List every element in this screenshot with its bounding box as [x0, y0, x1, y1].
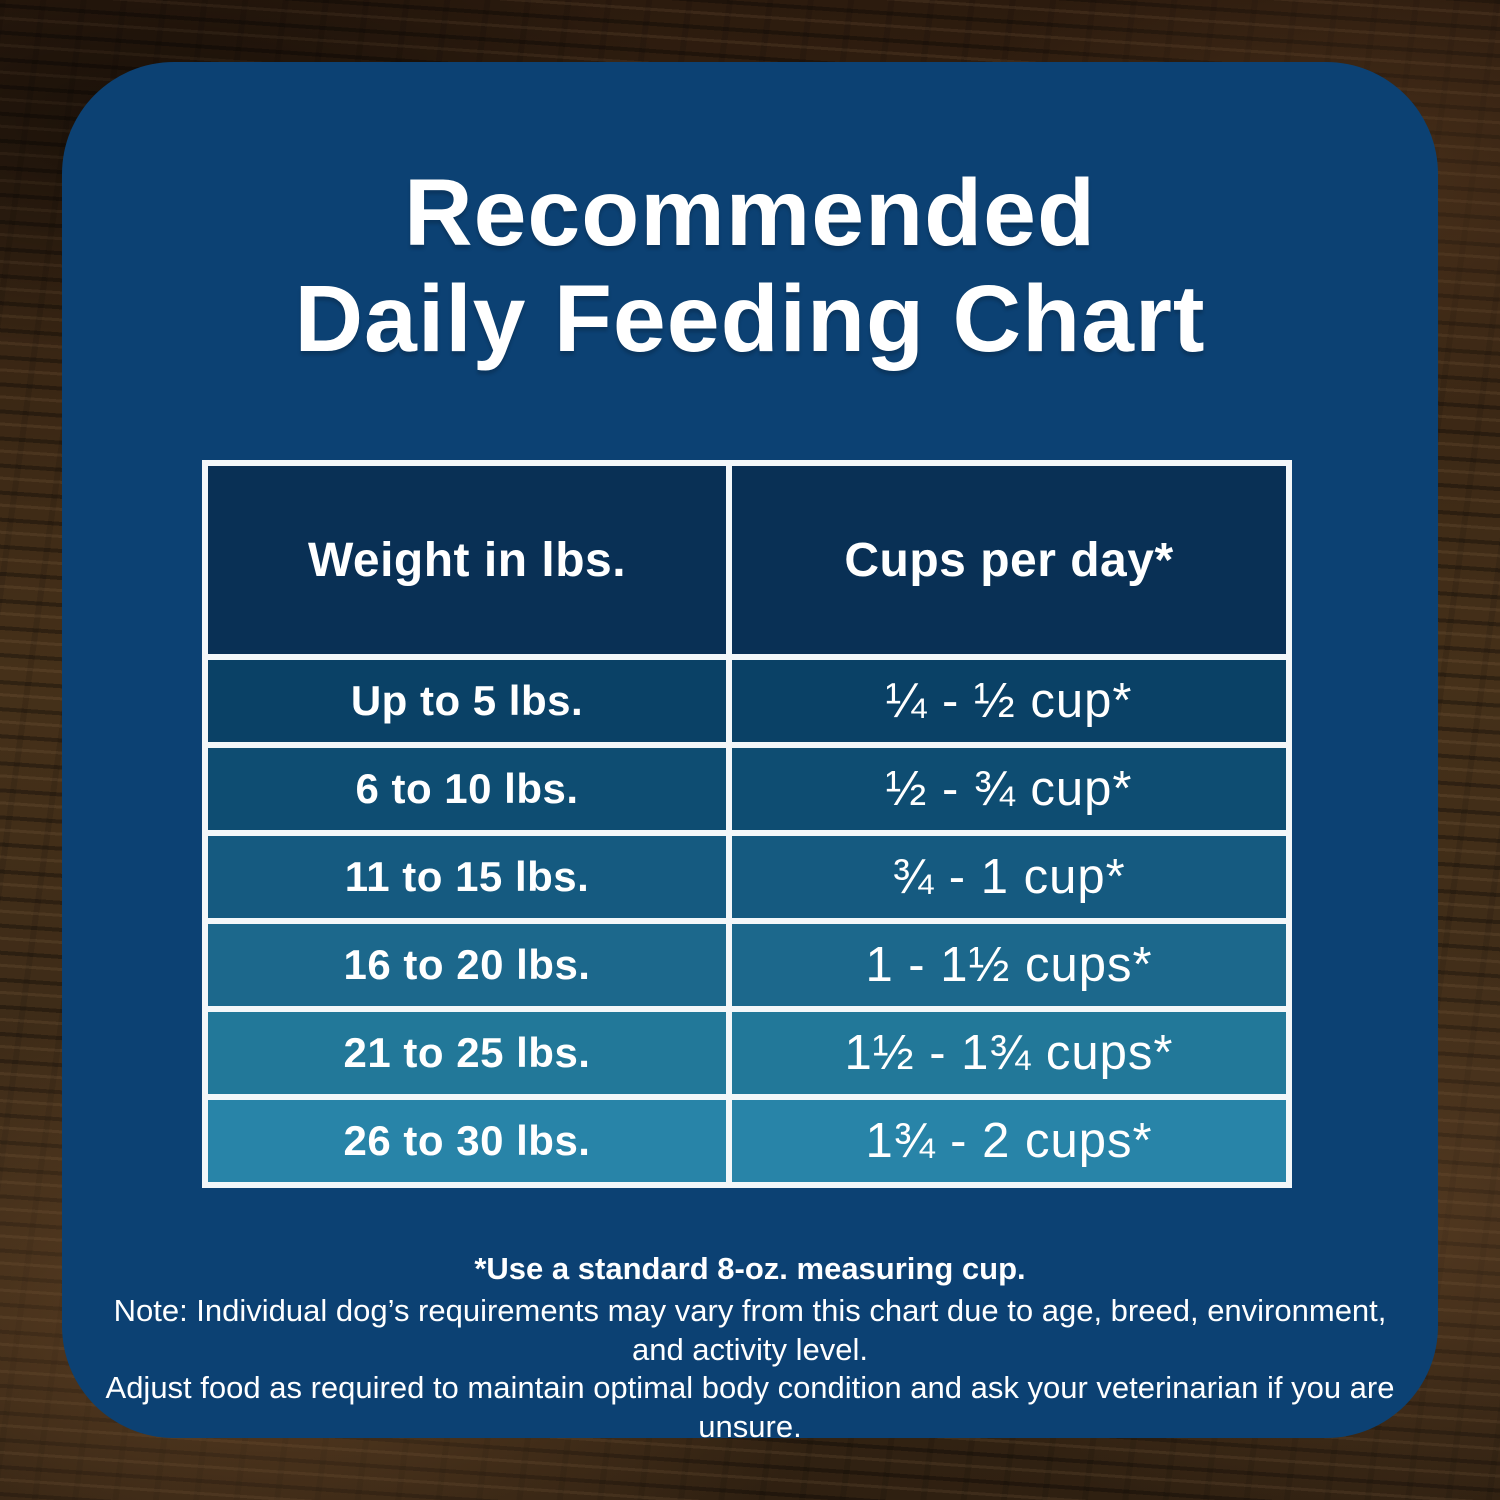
page-title: Recommended Daily Feeding Chart: [62, 160, 1438, 373]
table-row-5-weight: 21 to 25 lbs.: [208, 1012, 726, 1094]
table-row-3-cups: ¾ - 1 cup*: [732, 836, 1286, 918]
table-row-2-weight: 6 to 10 lbs.: [208, 748, 726, 830]
footnote-note-line2: Adjust food as required to maintain opti…: [105, 1370, 1395, 1444]
feeding-table: Weight in lbs. Cups per day* Up to 5 lbs…: [202, 460, 1292, 1188]
table-row-4-weight: 16 to 20 lbs.: [208, 924, 726, 1006]
table-row-3-weight: 11 to 15 lbs.: [208, 836, 726, 918]
table-row-1-cups: ¼ - ½ cup*: [732, 660, 1286, 742]
column-header-weight: Weight in lbs.: [208, 466, 726, 654]
footnotes: *Use a standard 8-oz. measuring cup. Not…: [102, 1250, 1398, 1446]
table-row-6-weight: 26 to 30 lbs.: [208, 1100, 726, 1182]
footnote-measuring-cup: *Use a standard 8-oz. measuring cup.: [474, 1251, 1026, 1286]
page-title-line2: Daily Feeding Chart: [294, 266, 1206, 373]
page-title-line1: Recommended: [403, 160, 1096, 266]
footnote-note-line1: Note: Individual dog’s requirements may …: [113, 1293, 1387, 1367]
column-header-cups: Cups per day*: [732, 466, 1286, 654]
table-row-6-cups: 1¾ - 2 cups*: [732, 1100, 1286, 1182]
table-row-4-cups: 1 - 1½ cups*: [732, 924, 1286, 1006]
table-row-5-cups: 1½ - 1¾ cups*: [732, 1012, 1286, 1094]
table-row-1-weight: Up to 5 lbs.: [208, 660, 726, 742]
table-row-2-cups: ½ - ¾ cup*: [732, 748, 1286, 830]
feeding-chart-card: Recommended Daily Feeding Chart Weight i…: [62, 62, 1438, 1444]
